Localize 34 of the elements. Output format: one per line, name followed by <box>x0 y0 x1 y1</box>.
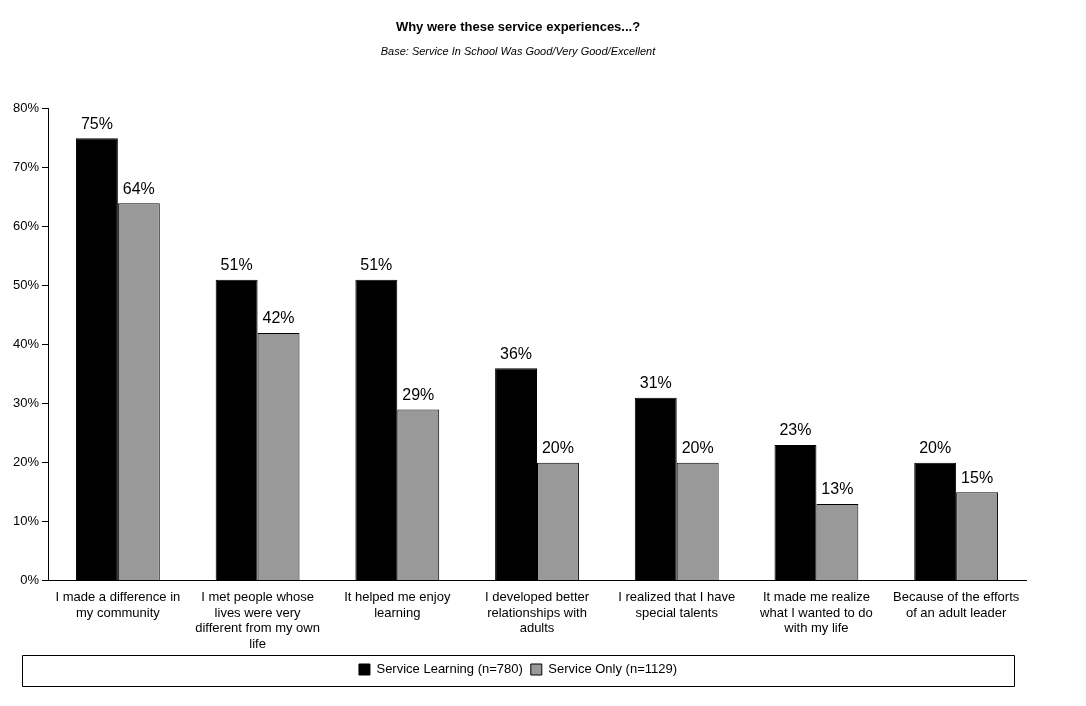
data-label: 42% <box>262 309 295 327</box>
legend-label: Service Only (n=1129) <box>548 661 678 677</box>
y-tick-label: 70% <box>12 159 40 175</box>
legend-label: Service Learning (n=780) <box>376 661 523 677</box>
y-tick-label: 0% <box>20 572 40 588</box>
x-tick-label: I developed better relationships with adults <box>484 588 590 636</box>
y-tick-label: 10% <box>12 513 40 529</box>
x-tick-label: It made me realize what I wanted to do with my life <box>759 588 873 636</box>
data-label: 20% <box>681 439 714 457</box>
data-label: 15% <box>961 468 994 486</box>
y-tick-label: 80% <box>12 100 40 116</box>
data-label: 29% <box>402 385 435 403</box>
data-label: 20% <box>919 439 952 457</box>
chart-title: Why were these service experiences...? <box>395 19 641 35</box>
x-tick-label: It helped me enjoy learning <box>344 588 451 620</box>
data-label: 36% <box>500 344 533 362</box>
x-tick-label: I made a difference in my community <box>55 588 181 620</box>
data-label: 13% <box>821 480 854 498</box>
y-tick-label: 60% <box>12 218 40 234</box>
y-tick-label: 40% <box>12 336 40 352</box>
x-tick-label: I met people whose lives were very different from my own life <box>195 588 320 651</box>
chart-subtitle: Base: Service In School Was Good/Very Good/Excellent <box>380 45 657 58</box>
x-tick-label: Because of the efforts of an adult leader <box>893 588 1020 620</box>
data-label: 31% <box>639 374 672 392</box>
data-label: 51% <box>360 256 393 274</box>
y-tick-label: 20% <box>12 454 40 470</box>
y-tick-label: 50% <box>12 277 40 293</box>
data-label: 20% <box>541 439 574 457</box>
y-tick-label: 30% <box>12 395 40 411</box>
data-label: 23% <box>779 421 812 439</box>
data-label: 51% <box>220 256 253 274</box>
x-tick-label: I realized that I have special talents <box>618 588 736 620</box>
data-label: 75% <box>80 114 113 132</box>
data-label: 64% <box>122 179 155 197</box>
